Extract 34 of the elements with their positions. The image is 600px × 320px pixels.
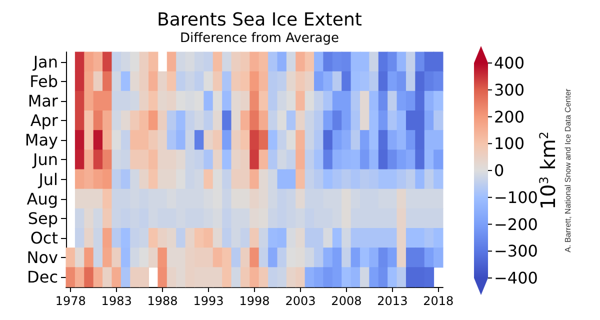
x-tick-label: 2003 <box>285 294 316 308</box>
y-tick-label: May <box>24 130 58 150</box>
y-tick-label: Sep <box>28 208 58 228</box>
color-bar-label: −300 <box>494 242 538 261</box>
y-tick-label: Aug <box>26 189 58 208</box>
x-tick-label: 2008 <box>331 294 362 308</box>
x-tick-label: 2013 <box>377 294 408 308</box>
color-bar-label: −100 <box>494 188 538 207</box>
x-tick-label: 1983 <box>101 294 132 308</box>
chart-subtitle: Difference from Average <box>180 31 339 46</box>
y-tick-label: Feb <box>30 72 58 91</box>
y-tick-label: Jan <box>32 52 58 72</box>
color-bar-label: 200 <box>494 107 525 126</box>
text: A. Barrett, National Snow and Ice Data Center <box>564 88 572 252</box>
color-bar-label: 300 <box>494 80 525 100</box>
y-tick-label: Oct <box>30 228 58 248</box>
x-tick-label: 2018 <box>423 294 454 308</box>
chart-title: Barents Sea Ice Extent <box>157 10 362 30</box>
y-tick-label: Mar <box>28 91 58 110</box>
color-bar-label: −400 <box>494 268 538 288</box>
y-tick-label: Dec <box>27 268 58 287</box>
y-tick-label: Apr <box>30 111 58 130</box>
color-bar-label: 0 <box>494 161 504 180</box>
x-tick-label: 1988 <box>147 294 178 308</box>
color-bar-label: 400 <box>494 54 525 72</box>
color-bar-title: 103 km2 <box>536 131 560 210</box>
y-tick-label: Nov <box>26 248 58 268</box>
y-tick-label: Jul <box>38 170 58 189</box>
color-bar-label: 100 <box>494 134 525 154</box>
x-tick-label: 1998 <box>239 294 270 308</box>
y-tick-label: Jun <box>32 150 58 170</box>
x-tick-label: 1993 <box>193 294 224 308</box>
x-tick-label: 1978 <box>55 294 86 308</box>
color-bar-label: −200 <box>494 214 538 234</box>
